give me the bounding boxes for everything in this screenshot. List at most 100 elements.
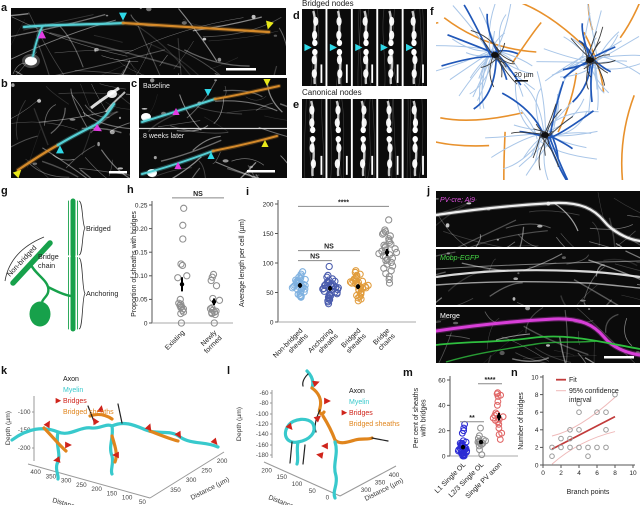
data-point [208, 273, 216, 281]
panel-d-title: Bridged nodes [302, 0, 354, 8]
data-point [207, 276, 215, 285]
axis-tick-label: -160 [256, 442, 269, 449]
axis-tick-label: 0 [326, 495, 330, 502]
data-point [576, 444, 582, 451]
panel-b-image [11, 82, 130, 178]
legend-label: Myelin [63, 387, 83, 394]
axis-tick-label: 400 [30, 469, 41, 476]
mean-marker [460, 444, 466, 450]
x-axis-label: Distance (µm) [267, 494, 309, 505]
significance-label: NS [310, 254, 320, 261]
mean-marker [478, 439, 484, 445]
mean-marker [384, 250, 390, 255]
data-point [177, 319, 186, 327]
data-point [212, 282, 221, 290]
axis-tick-label: -80 [259, 400, 269, 407]
arrowhead-icon [341, 409, 348, 416]
data-point [210, 319, 218, 327]
panel-e-image [302, 99, 427, 178]
data-point [183, 272, 191, 280]
channel-label-merge: Merge [440, 313, 460, 320]
legend-label: Axon [349, 388, 365, 395]
panel-a-image [11, 8, 286, 75]
data-point [392, 248, 401, 257]
axis-tick-label: 400 [389, 472, 400, 479]
axis-tick-label: 300 [186, 477, 197, 484]
axis-tick-label: 200 [261, 467, 272, 474]
data-point [211, 310, 219, 319]
axis-tick-label: 4 [577, 470, 581, 477]
y-axis-label: Number of bridges [518, 392, 525, 450]
data-point [494, 398, 502, 405]
legend-label: Axon [63, 376, 79, 383]
data-point [375, 249, 383, 258]
data-point [288, 284, 297, 292]
data-point [585, 453, 591, 459]
significance-label: ** [469, 415, 475, 422]
arrowhead-icon [204, 88, 212, 97]
axis-tick-label: 200 [263, 201, 274, 208]
axon-trace [302, 373, 309, 387]
data-point [178, 261, 187, 270]
axon-trace [371, 437, 389, 442]
channel-label-mobp: Mobp-EGFP [440, 255, 479, 262]
data-point [215, 296, 224, 304]
axis-tick-label: 100 [292, 481, 303, 488]
panel-label-e: e [293, 99, 300, 111]
axis-tick-label: 0 [541, 470, 545, 477]
arrowhead-icon [119, 12, 127, 21]
data-point [576, 400, 582, 407]
axis-tick-label: 0.20 [135, 226, 148, 233]
x-axis-label: Branch points [567, 489, 610, 496]
axis-tick-label: 200 [217, 458, 228, 465]
arrowhead-icon [112, 451, 119, 459]
arrowhead-icon [263, 78, 271, 87]
arrowhead-icon [266, 20, 274, 30]
mean-marker [179, 282, 185, 287]
category-label: Existing [164, 329, 186, 351]
data-point [558, 444, 564, 451]
data-point [293, 285, 302, 294]
panel-d-image [302, 9, 427, 86]
legend-label: Bridges [63, 398, 87, 405]
data-point [477, 424, 484, 432]
panel-label-n: n [511, 367, 518, 379]
myelin-trace [108, 424, 115, 476]
axis-tick-label: 0.25 [135, 202, 148, 209]
axis-tick-label: -140 [256, 431, 269, 438]
bridged-annotation: Bridged [86, 224, 111, 233]
data-point [567, 427, 573, 433]
data-point [391, 245, 399, 253]
bridged-sheath-trace [110, 434, 118, 464]
data-point [496, 436, 504, 443]
data-point [387, 258, 395, 267]
data-point [612, 391, 618, 398]
arrowhead-icon [355, 43, 363, 52]
data-point [379, 229, 388, 237]
panel-label-d: d [293, 10, 300, 22]
axis-tick-label: 100 [122, 495, 133, 502]
data-point [567, 435, 573, 442]
data-point [388, 262, 397, 270]
legend-label: Bridges [349, 410, 373, 417]
panel-label-h: h [127, 184, 134, 196]
data-point [494, 393, 502, 400]
data-point [585, 444, 591, 451]
ci-upper-line [551, 396, 616, 437]
data-point [385, 216, 393, 224]
axon-trace [117, 403, 123, 424]
z-axis-label: Depth (µm) [236, 407, 243, 441]
arrowhead-icon [53, 456, 61, 463]
axis-tick-label: -150 [18, 427, 31, 434]
axis-tick-label: 60 [438, 377, 446, 384]
mean-marker [297, 283, 303, 288]
data-point [324, 300, 333, 308]
myelin-trace [283, 417, 316, 444]
arrowhead-icon [56, 145, 64, 154]
data-point [478, 451, 486, 459]
axis-tick-label: -180 [256, 452, 269, 459]
data-point [458, 429, 466, 437]
legend-label: 95% confidence [569, 388, 619, 395]
